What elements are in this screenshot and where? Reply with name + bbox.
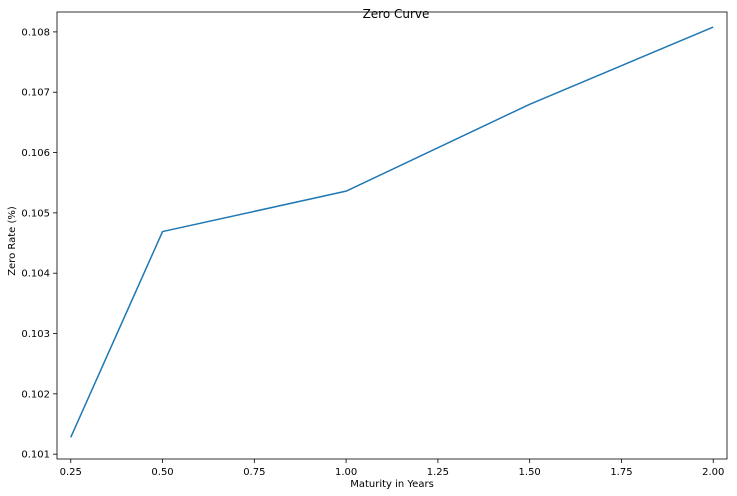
- x-tick-label: 1.00: [335, 467, 357, 478]
- y-axis-title: Zero Rate (%): [7, 206, 18, 276]
- y-tick-label: 0.107: [21, 88, 50, 99]
- x-axis-title: Maturity in Years: [350, 479, 434, 490]
- x-tick-label: 1.25: [427, 467, 449, 478]
- x-tick-label: 2.00: [702, 467, 724, 478]
- series-layer: [70, 26, 714, 438]
- x-tick-label: 1.50: [519, 467, 541, 478]
- x-tick-label: 1.75: [610, 467, 632, 478]
- y-tick-label: 0.105: [21, 208, 50, 219]
- y-tick-label: 0.101: [21, 450, 50, 461]
- series-line: [70, 26, 714, 438]
- y-tick-label: 0.108: [21, 27, 50, 38]
- x-tick-label: 0.25: [60, 467, 82, 478]
- y-tick-label: 0.104: [21, 269, 50, 280]
- x-tick-label: 0.50: [151, 467, 173, 478]
- y-tick-label: 0.106: [21, 148, 50, 159]
- chart-title: Zero Curve: [363, 7, 430, 21]
- y-tick-label: 0.103: [21, 329, 50, 340]
- y-axis: 0.101 0.102 0.103 0.104 0.105 0.106 0.107 0.108: [21, 27, 57, 461]
- x-tick-label: 0.75: [243, 467, 265, 478]
- y-tick-label: 0.102: [21, 389, 50, 400]
- x-axis: 0.25 0.50 0.75 1.00 1.25 1.50 1.75 2.00: [60, 459, 724, 478]
- plot-area: [56, 11, 728, 460]
